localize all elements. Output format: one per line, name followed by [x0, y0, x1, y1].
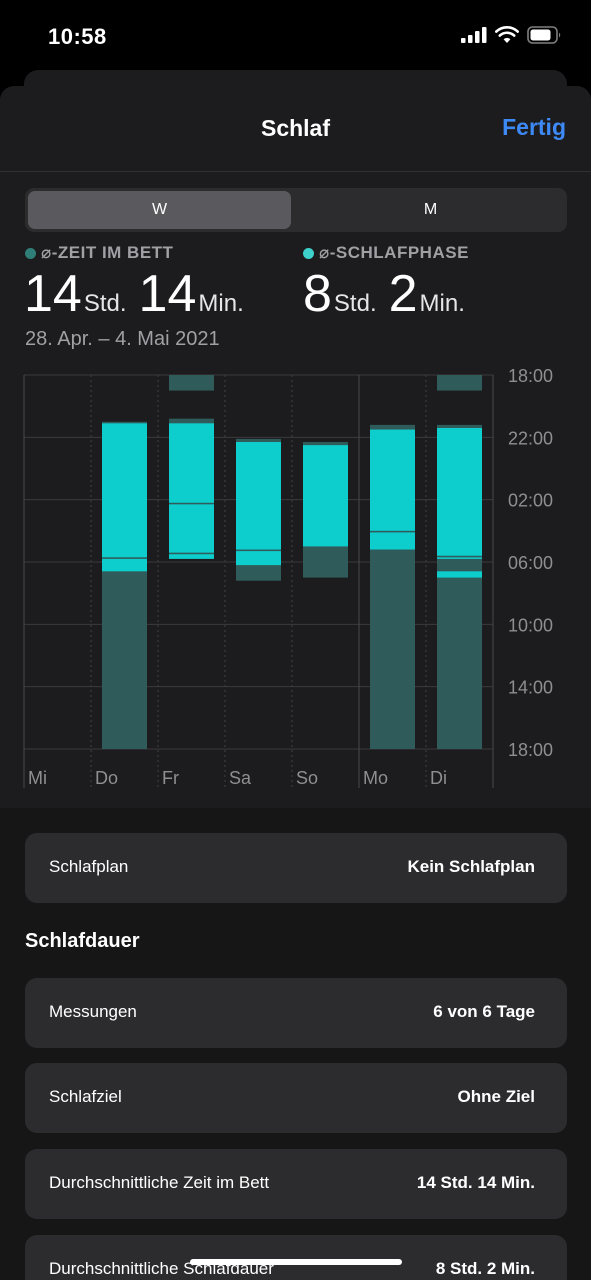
in-bed-minutes: 14 — [138, 265, 197, 323]
measurements-label: Messungen — [49, 1002, 137, 1021]
status-time: 10:58 — [48, 24, 107, 49]
measurements-value: 6 von 6 Tage — [433, 1002, 535, 1021]
done-button[interactable]: Fertig — [502, 114, 566, 140]
cellular-signal-icon — [461, 27, 487, 43]
home-indicator — [190, 1259, 402, 1265]
in-bed-hours: 14 — [24, 265, 82, 323]
sleep-schedule-value: Kein Schlafplan — [407, 857, 535, 876]
in-bed-label-text: ⌀-ZEIT IM BETT — [41, 243, 174, 262]
sleep-schedule-label: Schlafplan — [49, 857, 129, 876]
page-title: Schlaf — [260, 115, 331, 141]
avg-time-in-bed-row[interactable]: Durchschnittliche Zeit im Bett 14 Std. 1… — [25, 1149, 567, 1219]
asleep-hours-unit: Std. — [333, 290, 377, 317]
measurements-row[interactable]: Messungen 6 von 6 Tage — [25, 978, 567, 1048]
battery-icon — [527, 26, 561, 44]
in-bed-label: ⌀-ZEIT IM BETT — [25, 243, 173, 263]
asleep-hours: 8 — [303, 265, 332, 323]
asleep-bar — [169, 423, 214, 503]
asleep-bar — [102, 558, 147, 572]
y-tick-label: 18:00 — [508, 366, 553, 386]
avg-time-in-bed-label: Durchschnittliche Zeit im Bett — [49, 1173, 270, 1192]
in-bed-bar — [437, 375, 482, 391]
asleep-bar — [370, 532, 415, 550]
y-tick-label: 22:00 — [508, 428, 553, 448]
asleep-bar — [169, 504, 214, 553]
asleep-bar — [437, 557, 482, 559]
avg-sleep-duration-value: 8 Std. 2 Min. — [435, 1259, 535, 1278]
wifi-icon — [495, 26, 519, 43]
asleep-bar — [236, 442, 281, 550]
segment-month[interactable]: M — [423, 201, 438, 218]
y-tick-label: 06:00 — [508, 553, 553, 573]
avg-time-in-bed-value: 14 Std. 14 Min. — [416, 1173, 535, 1192]
in-bed-minutes-unit: Min. — [198, 290, 244, 317]
in-bed-bar — [169, 375, 214, 391]
sleep-schedule-row[interactable]: Schlafplan Kein Schlafplan — [25, 833, 567, 903]
in-bed-legend-dot — [25, 247, 36, 259]
asleep-bar — [437, 571, 482, 578]
period-segmented-control: W M — [25, 188, 567, 232]
asleep-minutes-unit: Min. — [419, 290, 465, 317]
sleep-goal-value: Ohne Ziel — [457, 1087, 535, 1106]
sleep-goal-row[interactable]: Schlafziel Ohne Ziel — [25, 1063, 567, 1133]
in-bed-value: 14 Std. 14 Min. — [24, 264, 256, 324]
y-tick-label: 10:00 — [508, 615, 553, 635]
asleep-bar — [169, 554, 214, 559]
date-range: 28. Apr. – 4. Mai 2021 — [25, 328, 220, 350]
asleep-bar — [370, 429, 415, 531]
asleep-bar — [303, 445, 348, 547]
in-bed-hours-unit: Std. — [83, 290, 127, 317]
asleep-minutes: 2 — [388, 265, 418, 323]
y-tick-label: 14:00 — [508, 678, 553, 698]
status-icons — [461, 26, 563, 44]
asleep-value: 8 Std. 2 Min. — [303, 264, 477, 324]
avg-sleep-duration-row[interactable]: Durchschnittliche Schlafdauer 8 Std. 2 M… — [25, 1235, 567, 1280]
y-tick-label: 18:00 — [508, 740, 553, 760]
x-tick-label: So — [296, 768, 318, 788]
asleep-label: ⌀-SCHLAFPHASE — [303, 243, 469, 263]
nav-bar: Schlaf Fertig — [0, 86, 591, 172]
section-title-sleep-duration: Schlafdauer — [25, 930, 140, 952]
x-tick-label: Sa — [229, 768, 252, 788]
asleep-bar — [437, 427, 482, 556]
asleep-label-text: ⌀-SCHLAFPHASE — [319, 243, 469, 262]
asleep-legend-dot — [303, 247, 314, 259]
segment-week[interactable]: W — [28, 191, 291, 229]
sleep-chart[interactable]: 18:00 22:00 02:00 06:00 10:00 14:00 18:00 Mi Do F… — [0, 366, 591, 806]
status-bar: 10:58 — [0, 0, 591, 72]
asleep-bar — [236, 551, 281, 566]
sleep-goal-label: Schlafziel — [49, 1087, 122, 1106]
y-tick-label: 02:00 — [508, 491, 553, 511]
asleep-bar — [102, 423, 147, 558]
nav-divider — [0, 171, 591, 172]
x-tick-label: Do — [95, 768, 118, 788]
x-tick-label: Mi — [28, 768, 47, 788]
x-tick-label: Fr — [162, 768, 179, 788]
x-tick-label: Mo — [363, 768, 388, 788]
x-tick-label: Di — [430, 768, 447, 788]
sleep-sheet: Schlaf Fertig W M ⌀-ZEIT IM BETT ⌀-SCHLA… — [0, 86, 591, 1280]
